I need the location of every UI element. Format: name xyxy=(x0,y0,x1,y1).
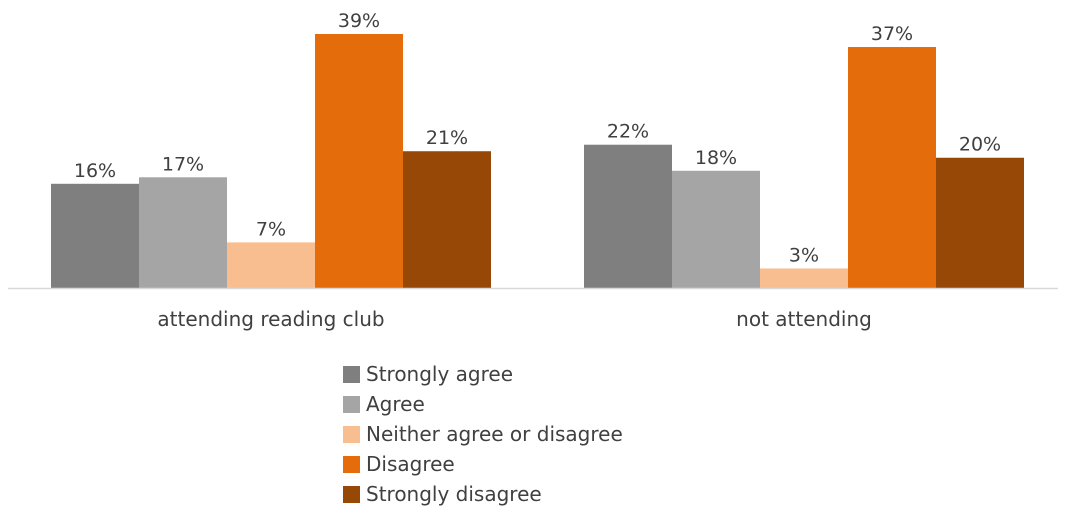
bar-disagree-1 xyxy=(848,47,936,289)
data-label: 37% xyxy=(871,23,913,45)
data-label: 3% xyxy=(789,244,819,266)
data-label: 21% xyxy=(426,127,468,149)
legend-item: Strongly agree xyxy=(343,359,623,389)
bar-agree-1 xyxy=(672,170,760,288)
bar-strongly-agree-0 xyxy=(51,183,139,288)
legend-item: Disagree xyxy=(343,449,623,479)
legend-swatch xyxy=(343,425,360,443)
legend-item: Neither agree or disagree xyxy=(343,419,623,449)
legend-label: Disagree xyxy=(366,452,455,476)
bar-agree-0 xyxy=(139,177,227,288)
data-label: 22% xyxy=(607,121,649,143)
bar-neither-agree-or-disagree-1 xyxy=(760,268,848,288)
data-label: 18% xyxy=(695,147,737,169)
legend-swatch xyxy=(343,395,360,413)
bar-strongly-agree-1 xyxy=(584,144,672,288)
bar-chart: 16% 17% 7% 39% 21% attending reading club 22% 1… xyxy=(8,10,1058,331)
data-label: 20% xyxy=(959,134,1001,156)
bar-strongly-disagree-0 xyxy=(403,151,491,288)
chart-legend: Strongly agree Agree Neither agree or disa… xyxy=(343,359,623,509)
legend-label: Strongly disagree xyxy=(366,482,542,506)
bar-strongly-disagree-1 xyxy=(936,157,1024,288)
category-label: not attending xyxy=(736,307,872,331)
category-label: attending reading club xyxy=(157,307,384,331)
data-label: 7% xyxy=(256,218,286,240)
legend-swatch xyxy=(343,455,360,473)
legend-item: Agree xyxy=(343,389,623,419)
bar-neither-agree-or-disagree-0 xyxy=(227,242,315,288)
legend-label: Agree xyxy=(366,392,425,416)
legend-swatch xyxy=(343,485,360,503)
legend-label: Strongly agree xyxy=(366,362,514,386)
data-label: 39% xyxy=(338,10,380,32)
data-label: 17% xyxy=(162,153,204,175)
bar-disagree-0 xyxy=(315,34,403,288)
legend-label: Neither agree or disagree xyxy=(366,422,623,446)
legend-item: Strongly disagree xyxy=(343,479,623,509)
legend-swatch xyxy=(343,365,360,383)
data-label: 16% xyxy=(74,160,116,182)
